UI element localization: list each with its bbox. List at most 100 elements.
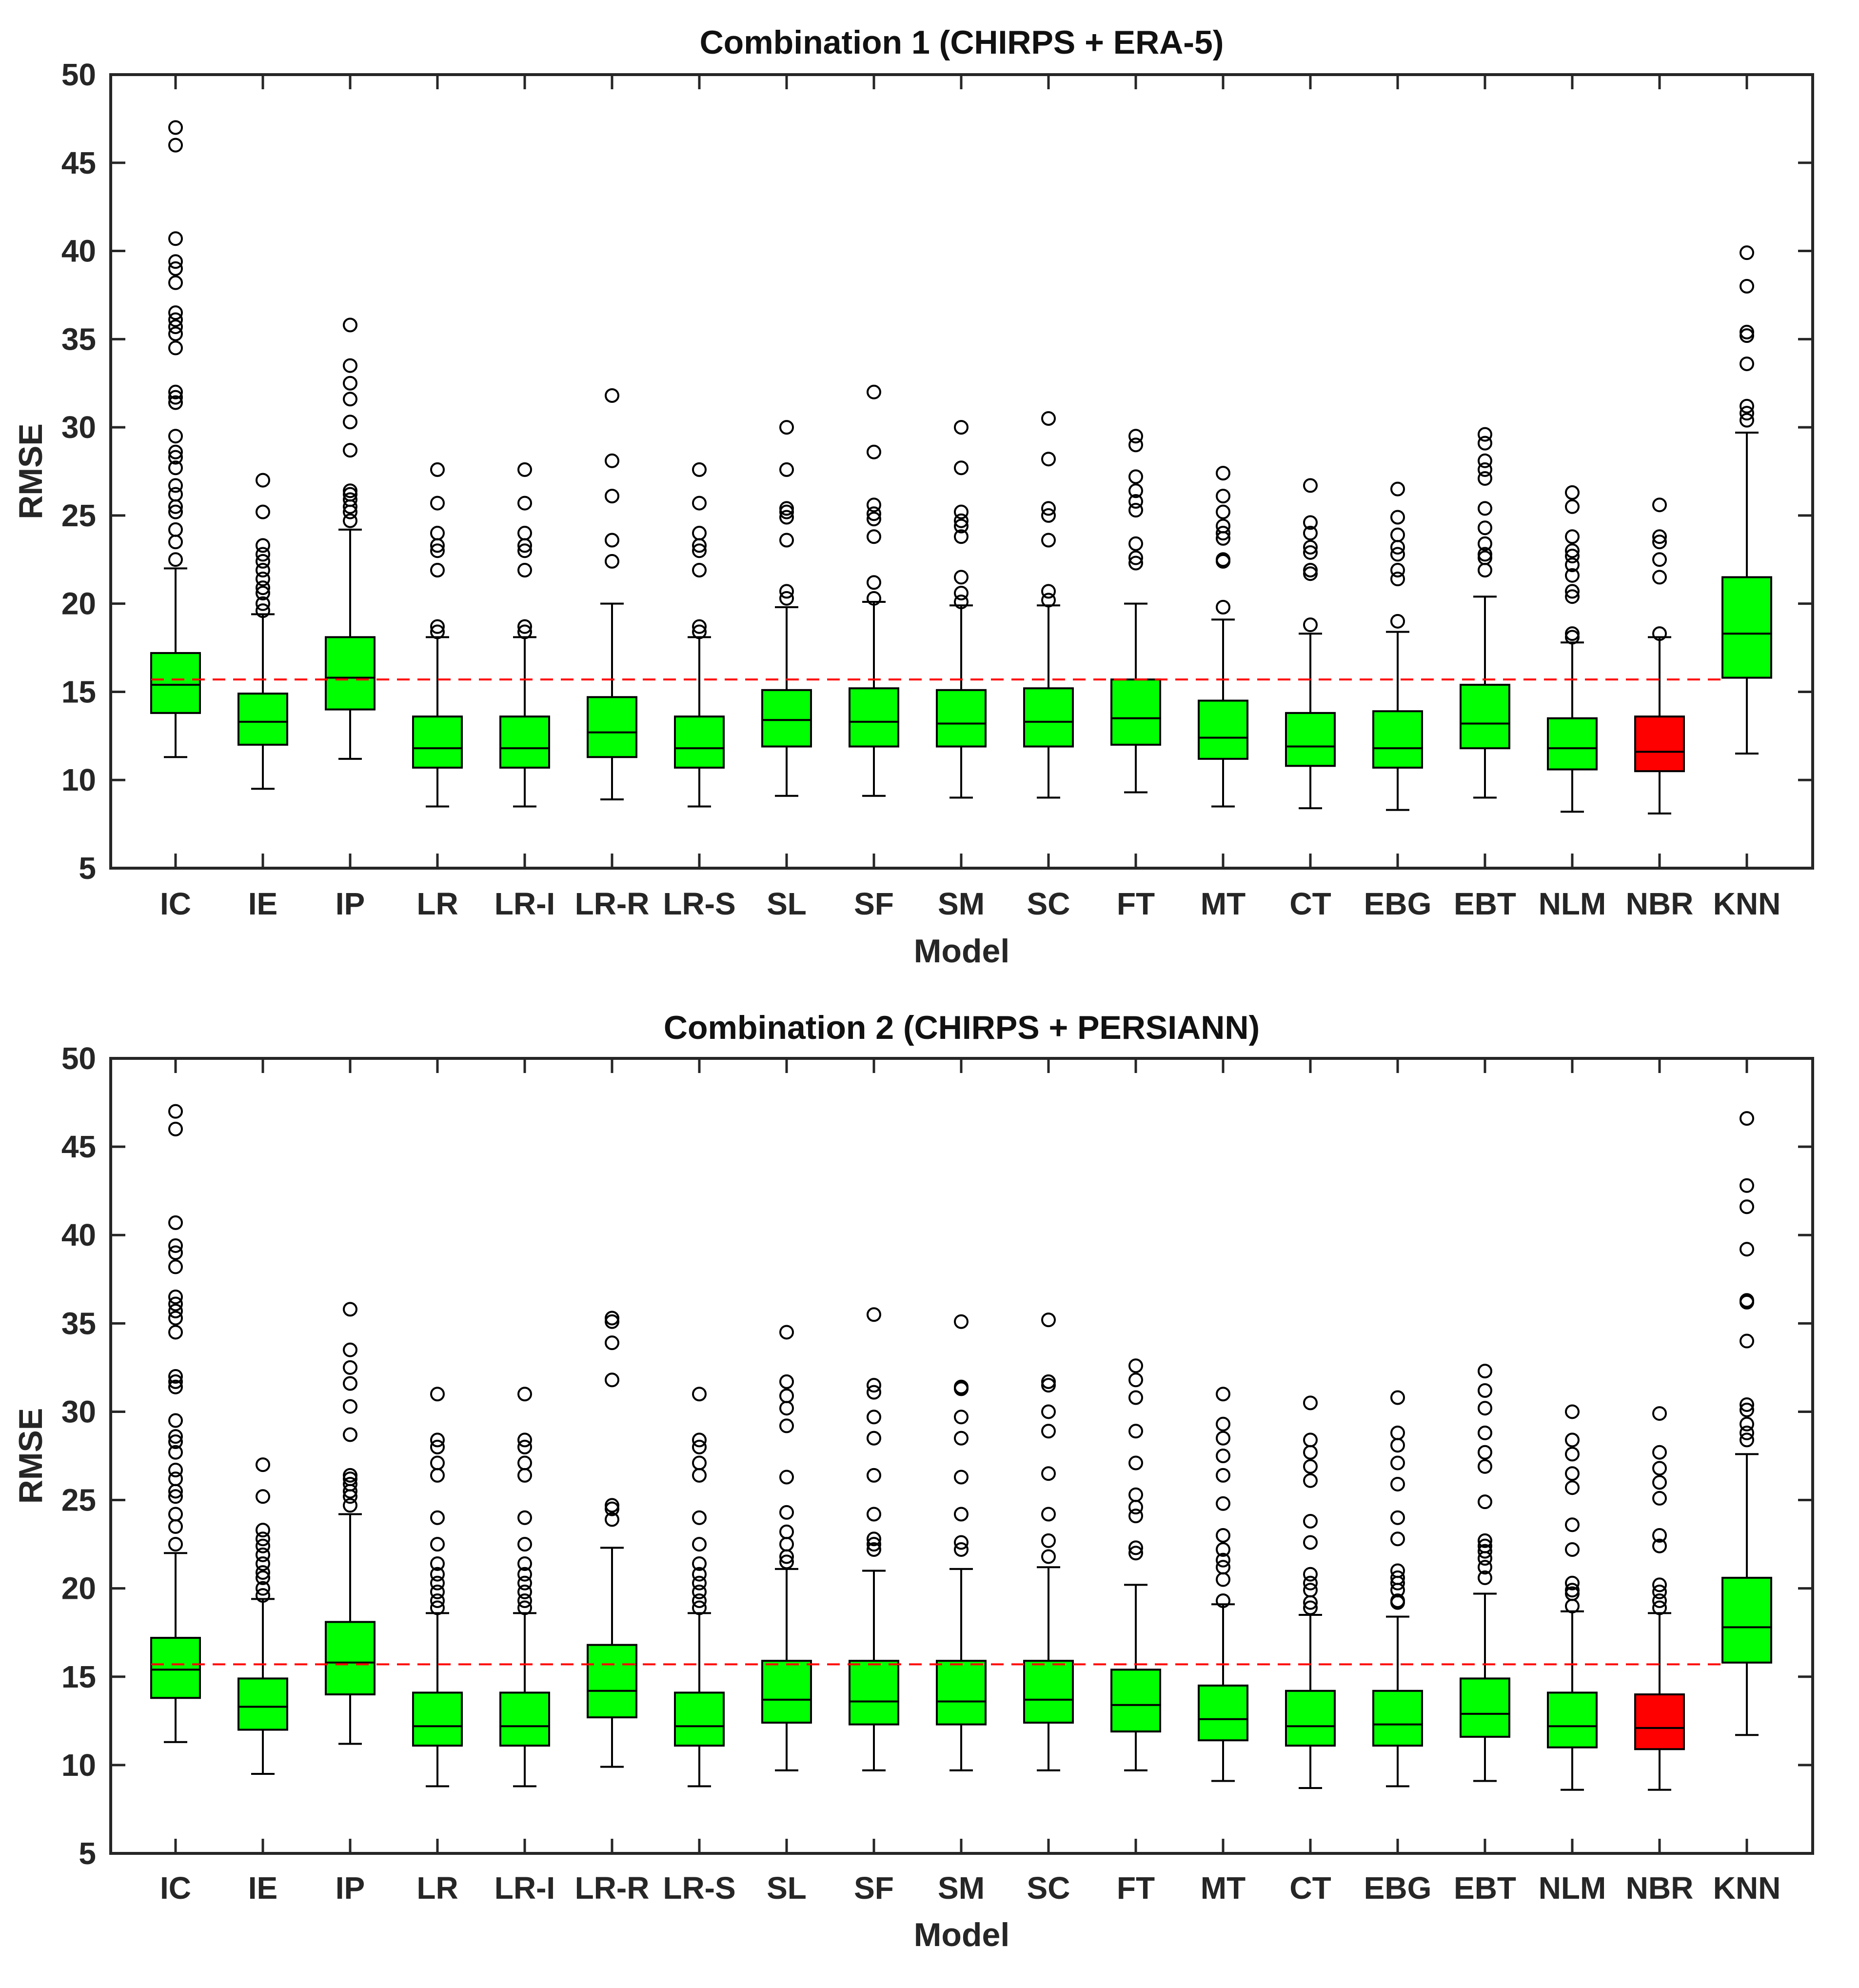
outlier-point	[1128, 469, 1143, 484]
outlier-point	[954, 570, 969, 585]
outlier-point	[692, 562, 707, 577]
box-ebg	[1372, 481, 1423, 811]
x-tick-label: FT	[1117, 886, 1155, 921]
x-tick-label: IC	[160, 1870, 191, 1906]
outlier-point	[168, 478, 183, 493]
outlier-point	[692, 462, 707, 477]
outlier-point	[1216, 518, 1230, 534]
y-tick-label: 50	[61, 1041, 96, 1076]
outlier-point	[1390, 1455, 1405, 1471]
x-tick-label: LR	[416, 886, 458, 921]
outlier-point	[517, 526, 532, 541]
outlier-point	[168, 1413, 183, 1428]
x-tick-label: IP	[336, 1870, 365, 1906]
outlier-point	[1128, 1455, 1143, 1471]
outlier-point	[1216, 526, 1230, 541]
outlier-point	[168, 254, 183, 269]
box-ct	[1285, 1395, 1336, 1789]
outlier-point	[954, 1410, 969, 1425]
outlier-point	[1565, 1517, 1580, 1532]
outlier-point	[168, 535, 183, 550]
outlier-point	[1303, 1600, 1318, 1615]
outlier-point	[1128, 1509, 1143, 1524]
x-tick-label: NBR	[1626, 1870, 1694, 1906]
outlier-point	[779, 1524, 794, 1539]
outlier-point	[1478, 1445, 1492, 1460]
outlier-point	[430, 462, 445, 477]
box-iqr	[674, 716, 725, 769]
outlier-point	[430, 1593, 445, 1609]
box-sc	[1023, 411, 1074, 799]
box-iqr	[587, 1644, 637, 1719]
outlier-point	[692, 1432, 707, 1448]
y-tick-label: 35	[61, 1306, 96, 1341]
outlier-point	[1216, 1572, 1230, 1587]
x-tick-label: SL	[767, 886, 807, 921]
x-tick-label: SM	[938, 886, 985, 921]
outlier-point	[168, 1215, 183, 1230]
outlier-point	[517, 1432, 532, 1448]
outlier-point	[1652, 1577, 1667, 1592]
outlier-point	[779, 1401, 794, 1416]
x-tick-label: NBR	[1626, 886, 1694, 921]
outlier-point	[343, 1498, 357, 1513]
outlier-point	[343, 1360, 357, 1375]
outlier-point	[1565, 543, 1580, 558]
y-tick-label: 45	[61, 1129, 96, 1164]
outlier-point	[954, 420, 969, 435]
outlier-point	[168, 326, 183, 341]
outlier-point	[954, 595, 969, 610]
outlier-point	[1128, 483, 1143, 498]
outlier-point	[517, 1468, 532, 1483]
outlier-point	[1303, 545, 1318, 560]
outlier-point	[954, 1314, 969, 1329]
outlier-point	[779, 1418, 794, 1433]
x-tick-label: LR-R	[575, 886, 650, 921]
box-lr-s	[674, 462, 725, 808]
outlier-point	[1303, 515, 1318, 530]
outlier-point	[168, 1325, 183, 1340]
box-iqr	[499, 1691, 550, 1747]
outlier-point	[168, 552, 183, 567]
outlier-point	[1565, 626, 1580, 641]
y-tick-label: 30	[61, 1394, 96, 1429]
outlier-point	[1652, 1593, 1667, 1609]
outlier-point	[1478, 1560, 1492, 1575]
outlier-point	[867, 1507, 881, 1522]
outlier-point	[1390, 1510, 1405, 1525]
outlier-point	[1216, 599, 1230, 615]
outlier-point	[867, 1468, 881, 1483]
outlier-point	[605, 1498, 619, 1513]
outlier-point	[1740, 1432, 1754, 1448]
outlier-point	[1216, 1449, 1230, 1463]
outlier-point	[1740, 1416, 1754, 1431]
box-iqr	[150, 652, 201, 714]
outlier-point	[954, 504, 969, 519]
outlier-point	[954, 529, 969, 544]
outlier-point	[1041, 508, 1056, 523]
y-tick-label: 10	[61, 1748, 96, 1783]
y-tick-label: 45	[61, 145, 96, 180]
outlier-point	[168, 1507, 183, 1522]
outlier-point	[692, 1600, 707, 1615]
box-iqr	[1285, 712, 1336, 767]
outlier-point	[1478, 1364, 1492, 1379]
box-iqr	[1110, 1669, 1161, 1733]
outlier-point	[1390, 1593, 1405, 1609]
outlier-point	[1041, 1533, 1056, 1548]
y-tick-label: 50	[61, 57, 96, 92]
outlier-point	[1478, 427, 1492, 442]
x-tick-label: FT	[1117, 1870, 1155, 1906]
x-tick-label: EBG	[1364, 886, 1432, 921]
outlier-point	[1652, 1528, 1667, 1543]
y-tick-label: 40	[61, 1217, 96, 1252]
outlier-point	[256, 580, 270, 596]
outlier-point	[1478, 1459, 1492, 1474]
outlier-point	[692, 1556, 707, 1571]
outlier-point	[168, 312, 183, 327]
outlier-point	[430, 619, 445, 634]
outlier-point	[1216, 1416, 1230, 1431]
outlier-point	[1740, 1333, 1754, 1349]
outlier-point	[867, 1531, 881, 1547]
outlier-point	[954, 1542, 969, 1557]
